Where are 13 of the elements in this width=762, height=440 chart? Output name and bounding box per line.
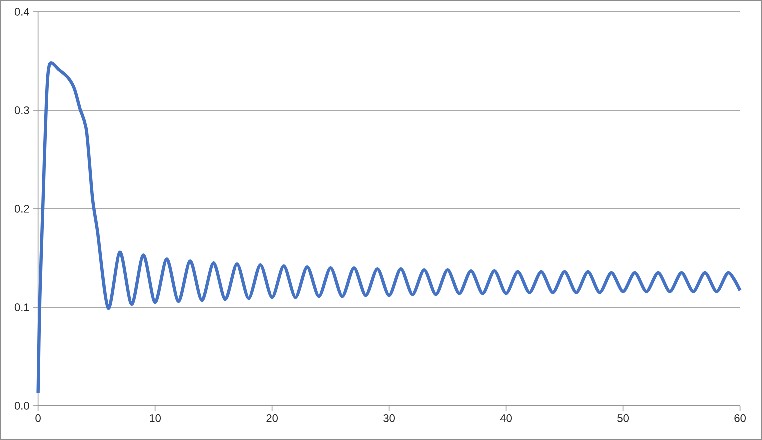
- y-tick-label: 0.0: [14, 402, 30, 410]
- x-tick-label: 60: [734, 414, 746, 422]
- x-tick-label: 10: [150, 414, 161, 422]
- x-tick-label: 50: [618, 414, 629, 422]
- x-tick-label: 30: [384, 414, 395, 422]
- y-tick-label: 0.3: [14, 106, 30, 114]
- x-tick-label: 20: [266, 414, 278, 422]
- x-tick-label: 0: [36, 414, 41, 422]
- y-tick-label: 0.4: [14, 8, 30, 16]
- line-series: [36, 62, 742, 395]
- y-tick-label: 0.2: [14, 205, 30, 213]
- x-tick-label: 40: [500, 414, 512, 422]
- y-tick-label: 0.1: [14, 304, 30, 312]
